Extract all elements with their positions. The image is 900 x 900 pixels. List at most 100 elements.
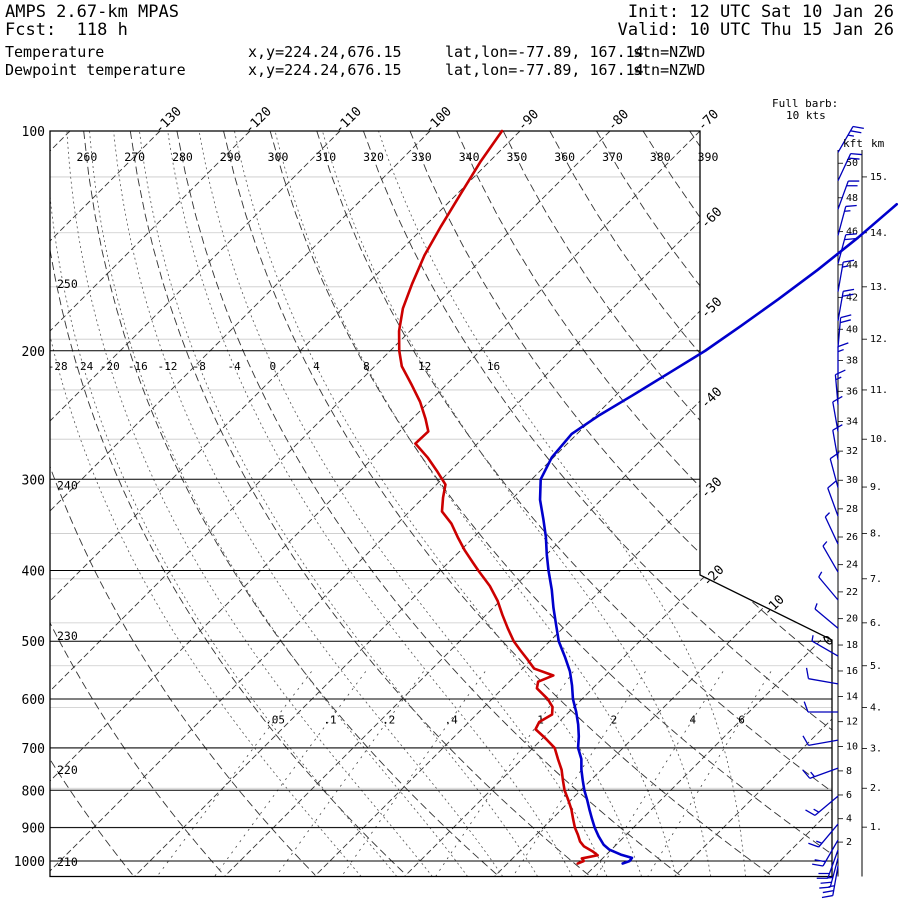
svg-text:8.: 8. (870, 529, 882, 540)
svg-text:330: 330 (411, 150, 432, 164)
svg-text:.2: .2 (382, 714, 395, 727)
svg-text:4.: 4. (870, 703, 882, 714)
svg-text:800: 800 (22, 784, 45, 799)
svg-text:310: 310 (315, 150, 336, 164)
legend-temperature-latlon: lat,lon=-77.89, 167.14 (445, 43, 644, 61)
svg-text:-8: -8 (193, 360, 206, 373)
plot-border (49, 130, 833, 878)
svg-text:-20: -20 (100, 360, 120, 373)
svg-text:3.: 3. (870, 743, 882, 754)
valid-time: Valid: 10 UTC Thu 15 Jan 26 (618, 20, 894, 40)
svg-text:30: 30 (846, 475, 858, 486)
svg-text:8: 8 (363, 360, 370, 373)
svg-text:15.: 15. (870, 172, 888, 183)
legend-temperature-stn: stn=NZWD (633, 43, 705, 61)
svg-text:.1: .1 (323, 714, 336, 727)
svg-text:-130: -130 (152, 104, 185, 137)
height-scales: 2468101214161820222426283032343638404244… (837, 150, 888, 877)
svg-text:400: 400 (22, 565, 45, 580)
svg-text:1.: 1. (870, 822, 882, 833)
svg-text:360: 360 (554, 150, 575, 164)
svg-text:-24: -24 (73, 360, 93, 373)
svg-text:9.: 9. (870, 482, 882, 493)
svg-text:26: 26 (846, 532, 858, 543)
svg-text:500: 500 (22, 635, 45, 650)
svg-text:220: 220 (57, 763, 78, 777)
svg-text:2: 2 (846, 837, 852, 848)
svg-text:390: 390 (698, 150, 719, 164)
svg-text:-4: -4 (227, 360, 241, 373)
svg-text:260: 260 (77, 150, 98, 164)
forecast-hour: Fcst: 118 h (5, 20, 128, 40)
svg-text:-50: -50 (698, 295, 725, 322)
svg-text:6.: 6. (870, 618, 882, 629)
model-title: AMPS 2.67-km MPAS (5, 2, 179, 22)
init-time: Init: 12 UTC Sat 10 Jan 26 (628, 2, 894, 22)
svg-text:46: 46 (846, 227, 858, 238)
grid-lines (50, 131, 832, 877)
svg-text:14.: 14. (870, 228, 888, 239)
svg-text:48: 48 (846, 193, 858, 204)
svg-text:-20: -20 (700, 563, 727, 590)
svg-text:-30: -30 (698, 475, 725, 502)
svg-text:10: 10 (846, 741, 858, 752)
svg-text:600: 600 (22, 693, 45, 708)
svg-text:16: 16 (846, 666, 858, 677)
legend-dewpoint-xy: x,y=224.24,676.15 (248, 61, 402, 79)
svg-text:300: 300 (268, 150, 289, 164)
svg-text:6: 6 (846, 790, 852, 801)
svg-text:-90: -90 (515, 107, 542, 134)
km-scale-header: km (871, 137, 885, 150)
svg-text:320: 320 (363, 150, 384, 164)
svg-text:44: 44 (846, 260, 858, 271)
svg-text:2.: 2. (870, 783, 882, 794)
svg-text:7.: 7. (870, 574, 882, 585)
legend-dewpoint-latlon: lat,lon=-77.89, 167.14 (445, 61, 644, 79)
svg-text:18: 18 (846, 640, 858, 651)
svg-text:24: 24 (846, 560, 858, 571)
svg-text:0: 0 (269, 360, 276, 373)
svg-text:-10: -10 (761, 592, 788, 619)
svg-text:-110: -110 (332, 104, 365, 137)
svg-text:28: 28 (846, 504, 858, 515)
svg-text:270: 270 (124, 150, 145, 164)
svg-text:.4: .4 (445, 714, 459, 727)
svg-text:20: 20 (846, 614, 858, 625)
svg-text:0: 0 (821, 633, 837, 649)
svg-text:1000: 1000 (14, 855, 45, 870)
svg-text:300: 300 (22, 473, 45, 488)
svg-text:12: 12 (418, 360, 431, 373)
svg-text:10.: 10. (870, 434, 888, 445)
svg-text:4: 4 (689, 714, 696, 727)
legend-dewpoint-label: Dewpoint temperature (5, 61, 186, 79)
svg-text:6: 6 (738, 714, 745, 727)
svg-text:290: 290 (220, 150, 241, 164)
wind-barbs (802, 125, 864, 899)
svg-text:210: 210 (57, 855, 78, 869)
svg-text:22: 22 (846, 587, 858, 598)
legend-dewpoint-stn: stn=NZWD (633, 61, 705, 79)
svg-text:50: 50 (846, 158, 858, 169)
barb-note-line1: Full barb: (772, 97, 838, 110)
legend-temperature-label: Temperature (5, 43, 104, 61)
svg-text:-28: -28 (48, 360, 68, 373)
svg-text:-16: -16 (128, 360, 148, 373)
svg-text:250: 250 (57, 277, 78, 291)
barb-note-line2: 10 kts (786, 109, 826, 122)
svg-text:380: 380 (650, 150, 671, 164)
svg-text:200: 200 (22, 345, 45, 360)
legend-temperature-xy: x,y=224.24,676.15 (248, 43, 402, 61)
svg-text:900: 900 (22, 822, 45, 837)
svg-text:12: 12 (846, 717, 858, 728)
temperature-curve (538, 202, 899, 865)
svg-text:-100: -100 (422, 104, 455, 137)
svg-text:-60: -60 (698, 205, 725, 232)
svg-text:38: 38 (846, 356, 858, 367)
svg-text:350: 350 (507, 150, 528, 164)
svg-text:8: 8 (846, 766, 852, 777)
svg-text:4: 4 (846, 814, 852, 825)
dewpoint-curve (397, 129, 599, 865)
svg-text:-80: -80 (605, 107, 632, 134)
